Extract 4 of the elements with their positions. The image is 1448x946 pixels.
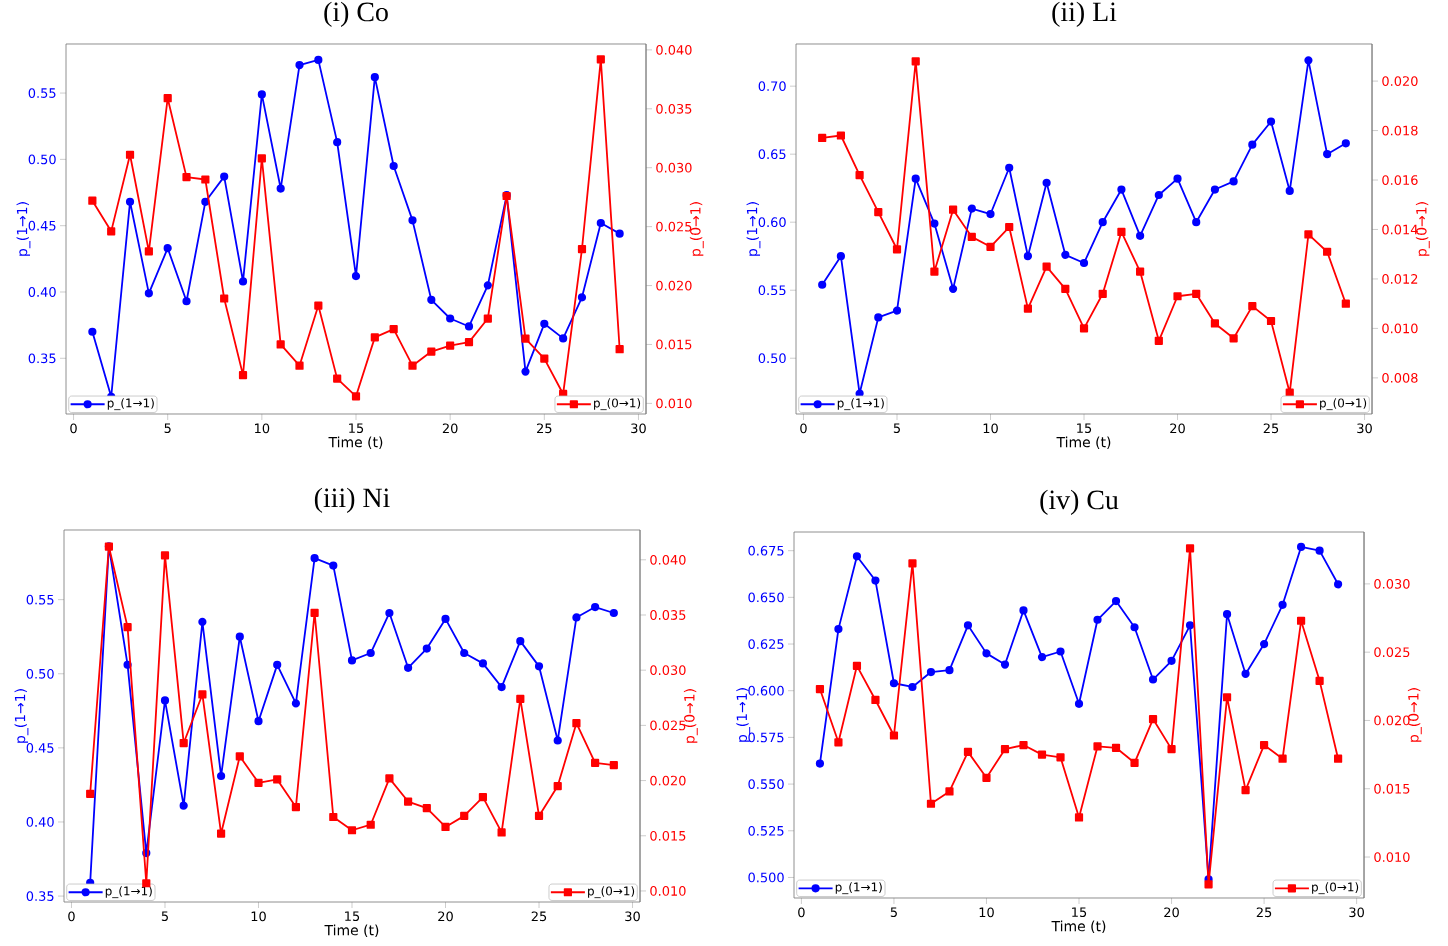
chart-title: (i) Co <box>324 1 388 27</box>
chart-title: (iii) Ni <box>314 487 390 513</box>
chart-title: (ii) Li <box>1052 1 1117 27</box>
chart-title: (iv) Cu <box>1040 489 1119 515</box>
